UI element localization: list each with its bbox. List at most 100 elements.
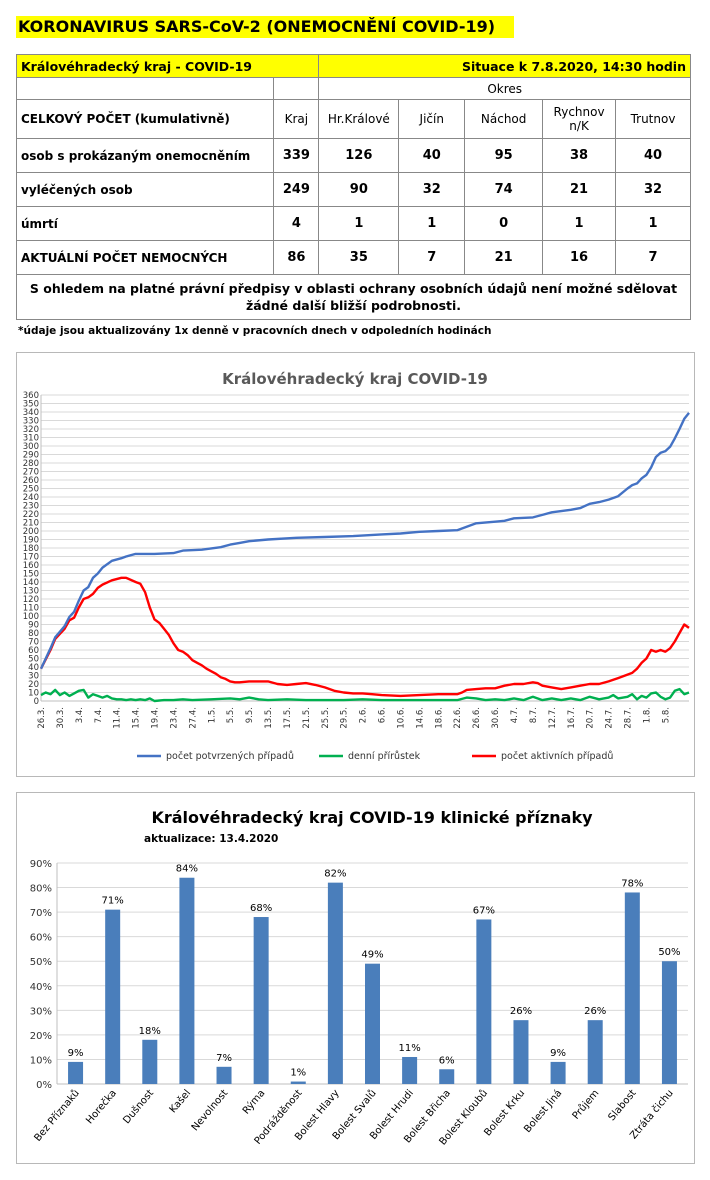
table-cell: 0: [464, 206, 544, 241]
chart-title: Královéhradecký kraj COVID-19: [222, 370, 488, 388]
x-tick-label: 16.7.: [567, 707, 577, 729]
table-cell: 1: [318, 206, 400, 241]
column-header: Kraj: [273, 99, 320, 139]
x-tick-label: 6.6.: [378, 707, 388, 723]
table-cell: 40: [615, 138, 691, 173]
column-header: Rychnov n/K: [542, 99, 617, 139]
column-header: Náchod: [464, 99, 544, 139]
x-tick-label: 8.7.: [529, 707, 539, 723]
table-cell: 4: [273, 206, 320, 241]
table-cell: 40: [398, 138, 466, 173]
table-cell: 249: [273, 172, 320, 207]
y-tick-label: 170: [23, 553, 39, 563]
privacy-note: S ohledem na platné právní předpisy v ob…: [16, 274, 691, 320]
data-label: 50%: [658, 947, 680, 958]
bar: [327, 882, 343, 1084]
bar: [68, 1061, 84, 1084]
y-tick-label: 130: [23, 587, 39, 597]
y-tick-label: 150: [23, 570, 39, 580]
y-tick-label: 290: [23, 451, 39, 461]
x-tick-label: 10.6.: [396, 707, 406, 729]
bar: [179, 877, 195, 1084]
table-cell: 38: [542, 138, 617, 173]
x-tick-label: Bolest Jiná: [521, 1087, 564, 1135]
table-cell: 7: [615, 240, 691, 275]
empty-cell: [15, 77, 275, 100]
data-label: 82%: [324, 869, 346, 880]
data-label: 9%: [68, 1048, 84, 1059]
empty-cell: [273, 77, 320, 100]
data-label: 26%: [510, 1006, 532, 1017]
region-title: Královéhradecký kraj - COVID-19: [15, 54, 320, 78]
data-label: 78%: [621, 878, 643, 889]
data-label: 71%: [102, 896, 124, 907]
y-tick-label: 70: [28, 638, 39, 648]
y-tick-label: 50: [28, 655, 39, 665]
column-header: Jičín: [398, 99, 466, 139]
bar: [661, 961, 677, 1084]
table-cell: 21: [542, 172, 617, 207]
data-label: 67%: [473, 905, 495, 916]
y-tick-label: 60%: [30, 933, 52, 944]
data-label: 68%: [250, 903, 272, 914]
row-label: AKTUÁLNÍ POČET NEMOCNÝCH: [15, 240, 275, 275]
y-tick-label: 270: [23, 468, 39, 478]
table-cell: 126: [318, 138, 400, 173]
okres-label: Okres: [318, 77, 691, 100]
x-tick-label: 17.5.: [283, 707, 293, 729]
column-header: Trutnov: [615, 99, 691, 139]
y-tick-label: 200: [23, 527, 39, 537]
table-cell: 1: [542, 206, 617, 241]
x-tick-label: 3.4.: [75, 707, 85, 723]
x-tick-label: 9.5.: [245, 707, 255, 723]
y-tick-label: 30: [28, 672, 39, 682]
x-tick-label: 28.7.: [624, 707, 634, 729]
bar: [439, 1069, 455, 1084]
y-tick-label: 280: [23, 459, 39, 469]
table-cell: 339: [273, 138, 320, 173]
symptoms-bar-chart-svg: Královéhradecký kraj COVID-19 klinické p…: [30, 808, 688, 1148]
table-cell: 90: [318, 172, 400, 207]
y-tick-label: 350: [23, 400, 39, 410]
legend-label: počet aktivních případů: [501, 751, 613, 762]
x-tick-label: Horečka: [83, 1087, 119, 1126]
x-tick-label: Nevolnost: [190, 1088, 231, 1133]
bar: [624, 892, 640, 1084]
cases-line-chart-svg: Královéhradecký kraj COVID-19 01020304050…: [23, 370, 690, 762]
x-tick-label: 12.7.: [548, 707, 558, 729]
y-tick-label: 210: [23, 519, 39, 529]
y-tick-label: 60: [28, 646, 39, 656]
x-tick-label: Kašel: [167, 1087, 193, 1115]
x-tick-label: 29.5.: [340, 707, 350, 729]
x-tick-label: 24.7.: [605, 707, 615, 729]
y-tick-label: 70%: [30, 908, 52, 919]
y-tick-label: 40%: [30, 982, 52, 993]
bar: [476, 919, 492, 1084]
bar: [290, 1081, 306, 1084]
x-tick-label: 23.4.: [169, 707, 179, 729]
y-tick-label: 100: [23, 612, 39, 622]
footnote: *údaje jsou aktualizovány 1x denně v pra…: [18, 325, 492, 337]
data-label: 84%: [176, 864, 198, 875]
data-label: 18%: [139, 1026, 161, 1037]
bar: [253, 917, 269, 1084]
data-label: 1%: [290, 1068, 306, 1079]
chart-title: Královéhradecký kraj COVID-19 klinické p…: [151, 808, 593, 827]
data-label: 7%: [216, 1053, 232, 1064]
bar: [216, 1066, 232, 1084]
y-tick-label: 30%: [30, 1006, 52, 1017]
bar: [550, 1061, 566, 1084]
situation-date: Situace k 7.8.2020, 14:30 hodin: [318, 54, 691, 78]
table-cell: 32: [398, 172, 466, 207]
x-tick-label: 20.7.: [586, 707, 596, 729]
x-tick-label: 22.6.: [453, 707, 463, 729]
y-tick-label: 0: [34, 697, 39, 707]
x-tick-label: 26.3.: [37, 707, 47, 729]
y-tick-label: 180: [23, 544, 39, 554]
y-tick-label: 320: [23, 425, 39, 435]
series-line: [39, 412, 690, 670]
row-label: vyléčených osob: [15, 172, 275, 207]
legend-label: denní přírůstek: [348, 751, 421, 762]
y-tick-label: 80%: [30, 884, 52, 895]
x-tick-label: 18.6.: [434, 707, 444, 729]
